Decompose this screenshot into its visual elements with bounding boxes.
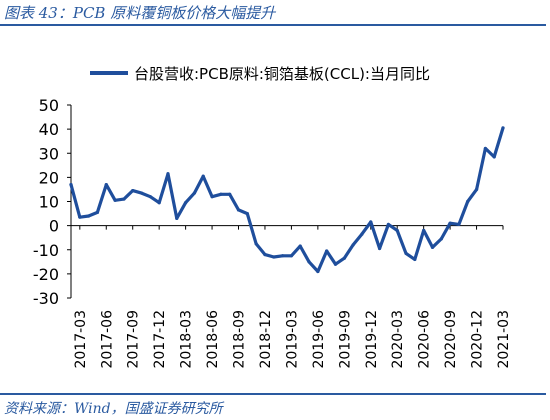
data-point xyxy=(210,195,214,199)
data-point xyxy=(69,183,73,187)
data-point xyxy=(448,221,452,225)
y-tick-label: 20 xyxy=(39,168,59,187)
legend-label: 台股营收:PCB原料:铜箔基板(CCL):当月同比 xyxy=(134,65,430,83)
data-point xyxy=(113,198,117,202)
data-point xyxy=(439,237,443,241)
line-chart: 台股营收:PCB原料:铜箔基板(CCL):当月同比 50 40 30 20 10 0 -10… xyxy=(33,65,512,369)
data-point xyxy=(386,222,390,227)
data-point xyxy=(201,174,205,178)
y-tick-label: -20 xyxy=(33,265,59,284)
x-tick-label: 2017-09 xyxy=(126,310,142,369)
source-note: 资料来源：Wind，国盛证券研究所 xyxy=(4,401,223,417)
data-point xyxy=(369,220,373,224)
data-point xyxy=(184,201,188,205)
y-tick-label: 40 xyxy=(39,120,59,139)
y-tick-label: -30 xyxy=(33,289,59,308)
data-point xyxy=(466,199,470,204)
source-rule xyxy=(0,393,546,395)
data-point xyxy=(360,232,364,236)
data-point xyxy=(254,242,258,246)
plot-area xyxy=(69,126,505,274)
data-point xyxy=(457,222,461,227)
data-point xyxy=(377,246,382,251)
x-tick-label: 2020-03 xyxy=(390,310,406,369)
data-point xyxy=(333,262,338,266)
data-point xyxy=(325,249,329,253)
data-point xyxy=(280,254,285,258)
x-tick-label: 2017-06 xyxy=(99,310,115,369)
data-point xyxy=(272,255,276,259)
y-tick-label: 0 xyxy=(49,217,59,236)
x-tick-label: 2018-12 xyxy=(258,310,274,369)
series-line xyxy=(69,126,505,274)
data-point xyxy=(316,269,320,274)
title-rule xyxy=(0,24,546,26)
data-point xyxy=(483,146,487,151)
data-point xyxy=(87,214,91,218)
data-point xyxy=(307,260,311,264)
y-tick-label: 50 xyxy=(39,96,59,115)
data-point xyxy=(342,256,346,260)
x-tick-label: 2020-09 xyxy=(443,310,459,369)
x-tick-label: 2019-12 xyxy=(364,310,380,369)
data-point xyxy=(157,201,161,205)
data-point xyxy=(122,197,126,201)
data-point xyxy=(245,211,249,216)
data-point xyxy=(395,228,399,233)
y-tick-label: 10 xyxy=(39,193,59,212)
data-point xyxy=(236,208,241,212)
data-point xyxy=(175,216,179,220)
x-axis-ticks: 2017-03 2017-06 2017-09 2017-12 2018-03 2018-… xyxy=(73,225,512,369)
chart-legend: 台股营收:PCB原料:铜箔基板(CCL):当月同比 xyxy=(90,65,430,83)
y-axis-ticks: 50 40 30 20 10 0 -10 -20 -30 xyxy=(33,96,71,308)
data-point xyxy=(78,215,82,219)
x-tick-label: 2019-06 xyxy=(311,310,327,369)
data-point xyxy=(298,244,302,248)
x-tick-label: 2018-03 xyxy=(179,310,195,369)
data-point xyxy=(430,245,435,249)
data-point xyxy=(139,191,144,195)
x-tick-label: 2020-06 xyxy=(417,310,433,369)
data-point xyxy=(404,251,408,255)
data-point xyxy=(192,191,197,195)
data-point xyxy=(148,195,152,199)
x-tick-label: 2020-12 xyxy=(470,310,486,369)
data-point xyxy=(131,189,135,193)
data-point xyxy=(422,228,426,233)
data-point xyxy=(95,210,100,214)
x-tick-label: 2018-06 xyxy=(205,310,221,369)
x-tick-label: 2017-12 xyxy=(152,310,168,369)
x-tick-label: 2021-03 xyxy=(496,310,512,369)
data-point xyxy=(289,254,294,258)
x-tick-label: 2019-03 xyxy=(284,310,300,369)
data-point xyxy=(219,192,223,196)
y-tick-label: -10 xyxy=(33,241,59,260)
figure-title: 图表 43：PCB 原料覆铜板价格大幅提升 xyxy=(4,4,276,22)
data-point xyxy=(474,187,479,192)
x-tick-label: 2019-09 xyxy=(337,310,353,369)
data-point xyxy=(166,172,170,176)
x-tick-label: 2018-09 xyxy=(232,310,248,369)
chart-axes xyxy=(70,105,503,298)
data-point xyxy=(492,155,496,159)
data-point xyxy=(104,183,108,187)
data-point xyxy=(501,126,505,130)
data-point xyxy=(263,252,267,257)
x-tick-label: 2017-03 xyxy=(73,310,89,369)
y-tick-label: 30 xyxy=(39,144,59,163)
data-point xyxy=(413,257,417,261)
data-point xyxy=(228,192,232,196)
data-point xyxy=(351,243,355,247)
